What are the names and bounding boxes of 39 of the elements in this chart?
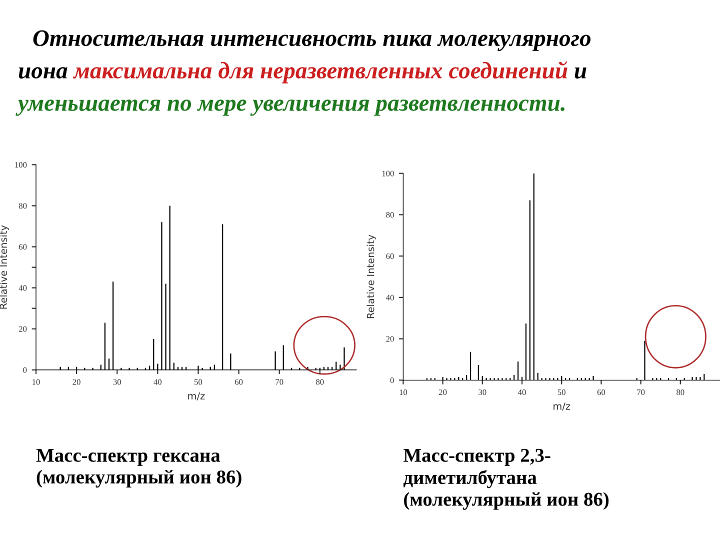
text: Масс-спектр 2,3- диметилбутана (молекулярный ион 86) — [403, 448, 609, 510]
x-tick-label: 30 — [113, 379, 121, 385]
y-tick-label: 60 — [18, 244, 27, 250]
x-tick-label: 80 — [316, 379, 324, 385]
y-tick-label: 60 — [386, 253, 394, 260]
x-tick-label: 50 — [194, 379, 202, 385]
y-tick-label: 100 — [15, 162, 27, 168]
x-tick-label: 70 — [276, 379, 284, 385]
x-tick-label: 30 — [478, 389, 486, 396]
x-tick-label: 20 — [439, 389, 447, 396]
text: иона — [18, 67, 68, 79]
y-tick-label: 80 — [18, 203, 27, 209]
x-axis-title: m/z — [554, 402, 570, 411]
text: максимальна для неразветвленных соединений — [72, 61, 568, 84]
y-tick-label: 20 — [19, 326, 27, 332]
y-tick-label: 40 — [18, 285, 27, 291]
y-tick-label: 80 — [386, 212, 394, 218]
y-axis-title: Relative Intensity — [0, 225, 9, 309]
x-tick-label: 60 — [597, 389, 606, 396]
x-tick-label: 80 — [676, 389, 684, 396]
x-tick-label: 40 — [518, 389, 526, 396]
x-tick-label: 60 — [234, 379, 243, 385]
x-tick-label: 10 — [400, 389, 408, 396]
x-tick-label: 70 — [637, 389, 645, 396]
y-tick-label: 100 — [382, 170, 394, 176]
text: Относительная интенсивность пика молекулярного — [33, 30, 591, 51]
text: уменьшается по мере увеличения разветвленности. — [16, 100, 564, 116]
x-tick-label: 50 — [558, 389, 566, 396]
y-axis-title: Relative Intensity — [366, 234, 376, 318]
x-tick-label: 40 — [154, 379, 162, 385]
y-tick-label: 40 — [386, 294, 394, 300]
y-tick-label: 20 — [386, 336, 394, 342]
x-axis-title: m/z — [188, 392, 205, 400]
text: и — [574, 67, 586, 79]
text: Масс-спектр гексана (молекулярный ион 86) — [36, 448, 242, 488]
x-tick-label: 20 — [72, 379, 80, 385]
y-tick-label: 0 — [23, 367, 27, 373]
x-tick-label: 10 — [32, 379, 40, 385]
y-tick-label: 0 — [390, 378, 394, 384]
